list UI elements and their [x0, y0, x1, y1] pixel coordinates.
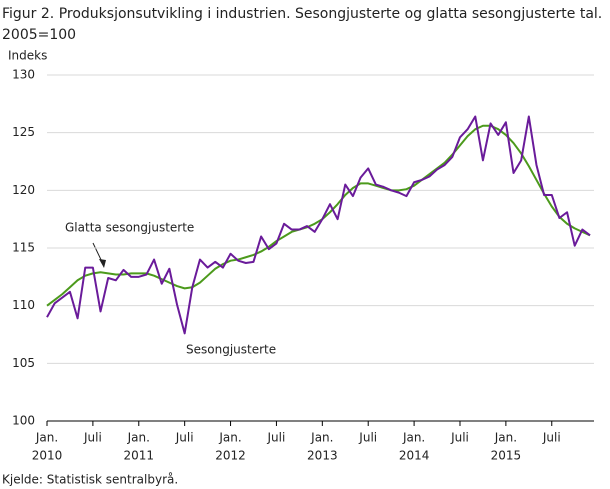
x-tick-label: Juli: [175, 431, 194, 445]
series-label: Glatta sesongjusterte: [65, 221, 194, 235]
x-tick-sublabel: 2015: [491, 449, 522, 463]
x-tick-label: Jan.: [310, 431, 333, 445]
series-line: [46, 115, 591, 335]
chart-subtitle: 2005=100: [2, 27, 76, 43]
y-tick-label: 105: [12, 356, 35, 370]
x-tick-label: Jan.: [127, 431, 150, 445]
y-axis-label: Indeks: [8, 49, 47, 63]
x-tick-label: Juli: [267, 431, 286, 445]
chart-title: Figur 2. Produksjonsutvikling i industri…: [2, 6, 602, 22]
x-tick-label: Juli: [542, 431, 561, 445]
x-tick-sublabel: 2013: [307, 449, 338, 463]
x-tick-label: Jan.: [218, 431, 241, 445]
series-line: [46, 124, 591, 307]
arrow-head: [99, 259, 106, 268]
x-tick-label: Juli: [358, 431, 377, 445]
y-tick-label: 100: [12, 414, 35, 428]
x-tick-label: Jan.: [35, 431, 58, 445]
y-tick-label: 110: [12, 298, 35, 312]
y-tick-label: 125: [12, 125, 35, 139]
x-tick-sublabel: 2014: [399, 449, 430, 463]
x-tick-label: Jan.: [402, 431, 425, 445]
y-tick-label: 130: [12, 68, 35, 82]
series-label: Sesongjusterte: [186, 343, 276, 357]
x-tick-label: Jan.: [494, 431, 517, 445]
x-tick-label: Juli: [450, 431, 469, 445]
y-tick-label: 115: [12, 241, 35, 255]
x-tick-sublabel: 2011: [124, 449, 155, 463]
y-tick-label: 120: [12, 183, 35, 197]
x-tick-sublabel: 2010: [32, 449, 63, 463]
source: Kjelde: Statistisk sentralbyrå.: [2, 473, 178, 487]
x-tick-sublabel: 2012: [215, 449, 246, 463]
x-tick-label: Juli: [83, 431, 102, 445]
